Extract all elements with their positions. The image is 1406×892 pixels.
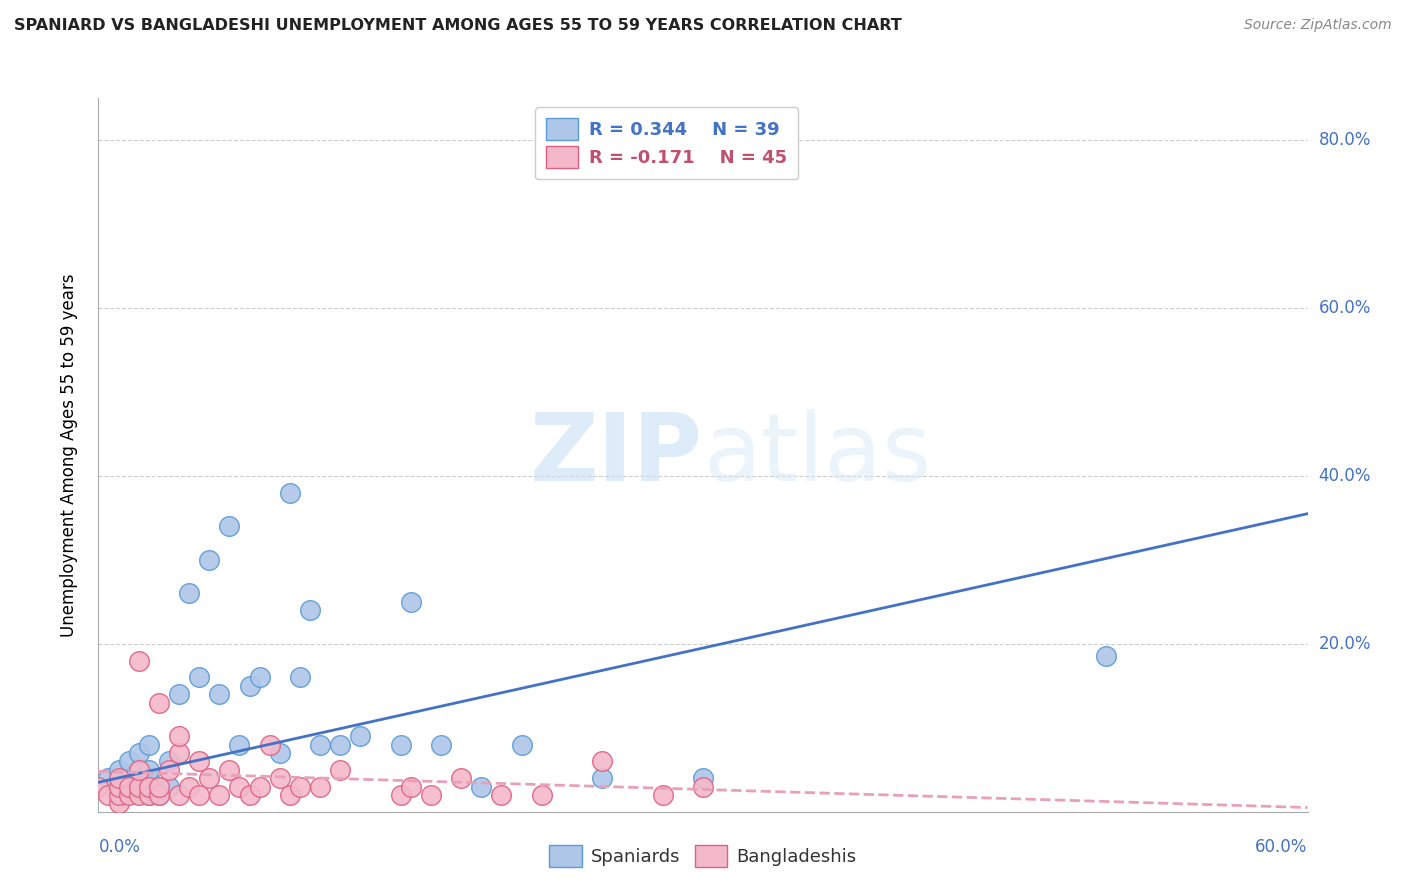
Y-axis label: Unemployment Among Ages 55 to 59 years: Unemployment Among Ages 55 to 59 years [59,273,77,637]
Text: 80.0%: 80.0% [1319,131,1371,149]
Point [450,771,472,785]
Point [269,771,291,785]
Point [148,788,170,802]
Point [97,771,120,785]
Point [138,780,160,794]
Point [309,738,332,752]
Point [118,780,141,794]
Point [148,696,170,710]
Point [419,788,441,802]
Point [118,771,141,785]
Point [128,763,150,777]
Point [128,780,150,794]
Point [329,763,352,777]
Text: SPANIARD VS BANGLADESHI UNEMPLOYMENT AMONG AGES 55 TO 59 YEARS CORRELATION CHART: SPANIARD VS BANGLADESHI UNEMPLOYMENT AMO… [14,18,901,33]
Point [399,595,422,609]
Point [208,788,231,802]
Text: 40.0%: 40.0% [1319,467,1371,485]
Text: Source: ZipAtlas.com: Source: ZipAtlas.com [1244,18,1392,32]
Text: 20.0%: 20.0% [1319,635,1371,653]
Point [239,679,262,693]
Point [177,586,201,600]
Point [177,780,201,794]
Point [1095,649,1118,664]
Point [288,670,311,684]
Point [278,788,301,802]
Point [288,780,311,794]
Point [107,763,129,777]
Point [228,780,250,794]
Point [389,788,412,802]
Point [157,763,180,777]
Point [87,780,110,794]
Point [138,788,160,802]
Point [218,519,240,533]
Point [128,654,150,668]
Point [198,553,221,567]
Point [138,763,160,777]
Text: ZIP: ZIP [530,409,703,501]
Point [107,797,129,811]
Point [299,603,322,617]
Point [389,738,412,752]
Point [591,755,613,769]
Text: atlas: atlas [703,409,931,501]
Point [188,755,211,769]
Point [167,746,190,760]
Point [349,729,371,743]
Point [208,687,231,701]
Text: 60.0%: 60.0% [1256,838,1308,856]
Point [188,670,211,684]
Point [329,738,352,752]
Point [128,780,150,794]
Point [218,763,240,777]
Point [591,771,613,785]
Point [491,788,513,802]
Point [148,780,170,794]
Point [128,746,150,760]
Point [148,788,170,802]
Point [97,788,120,802]
Point [107,780,129,794]
Point [430,738,453,752]
Text: 60.0%: 60.0% [1319,299,1371,317]
Text: 0.0%: 0.0% [98,838,141,856]
Point [188,788,211,802]
Point [107,771,129,785]
Point [249,780,271,794]
Point [118,755,141,769]
Point [692,780,714,794]
Point [239,788,262,802]
Point [157,755,180,769]
Point [399,780,422,794]
Point [259,738,281,752]
Point [148,780,170,794]
Point [167,687,190,701]
Point [269,746,291,760]
Point [198,771,221,785]
Point [118,788,141,802]
Point [309,780,332,794]
Point [138,788,160,802]
Point [228,738,250,752]
Point [138,771,160,785]
Point [138,738,160,752]
Point [128,788,150,802]
Point [167,788,190,802]
Point [278,485,301,500]
Point [510,738,533,752]
Point [692,771,714,785]
Point [249,670,271,684]
Point [470,780,492,794]
Point [157,780,180,794]
Point [167,729,190,743]
Point [530,788,553,802]
Point [651,788,673,802]
Legend: Spaniards, Bangladeshis: Spaniards, Bangladeshis [543,838,863,874]
Point [107,788,129,802]
Point [128,763,150,777]
